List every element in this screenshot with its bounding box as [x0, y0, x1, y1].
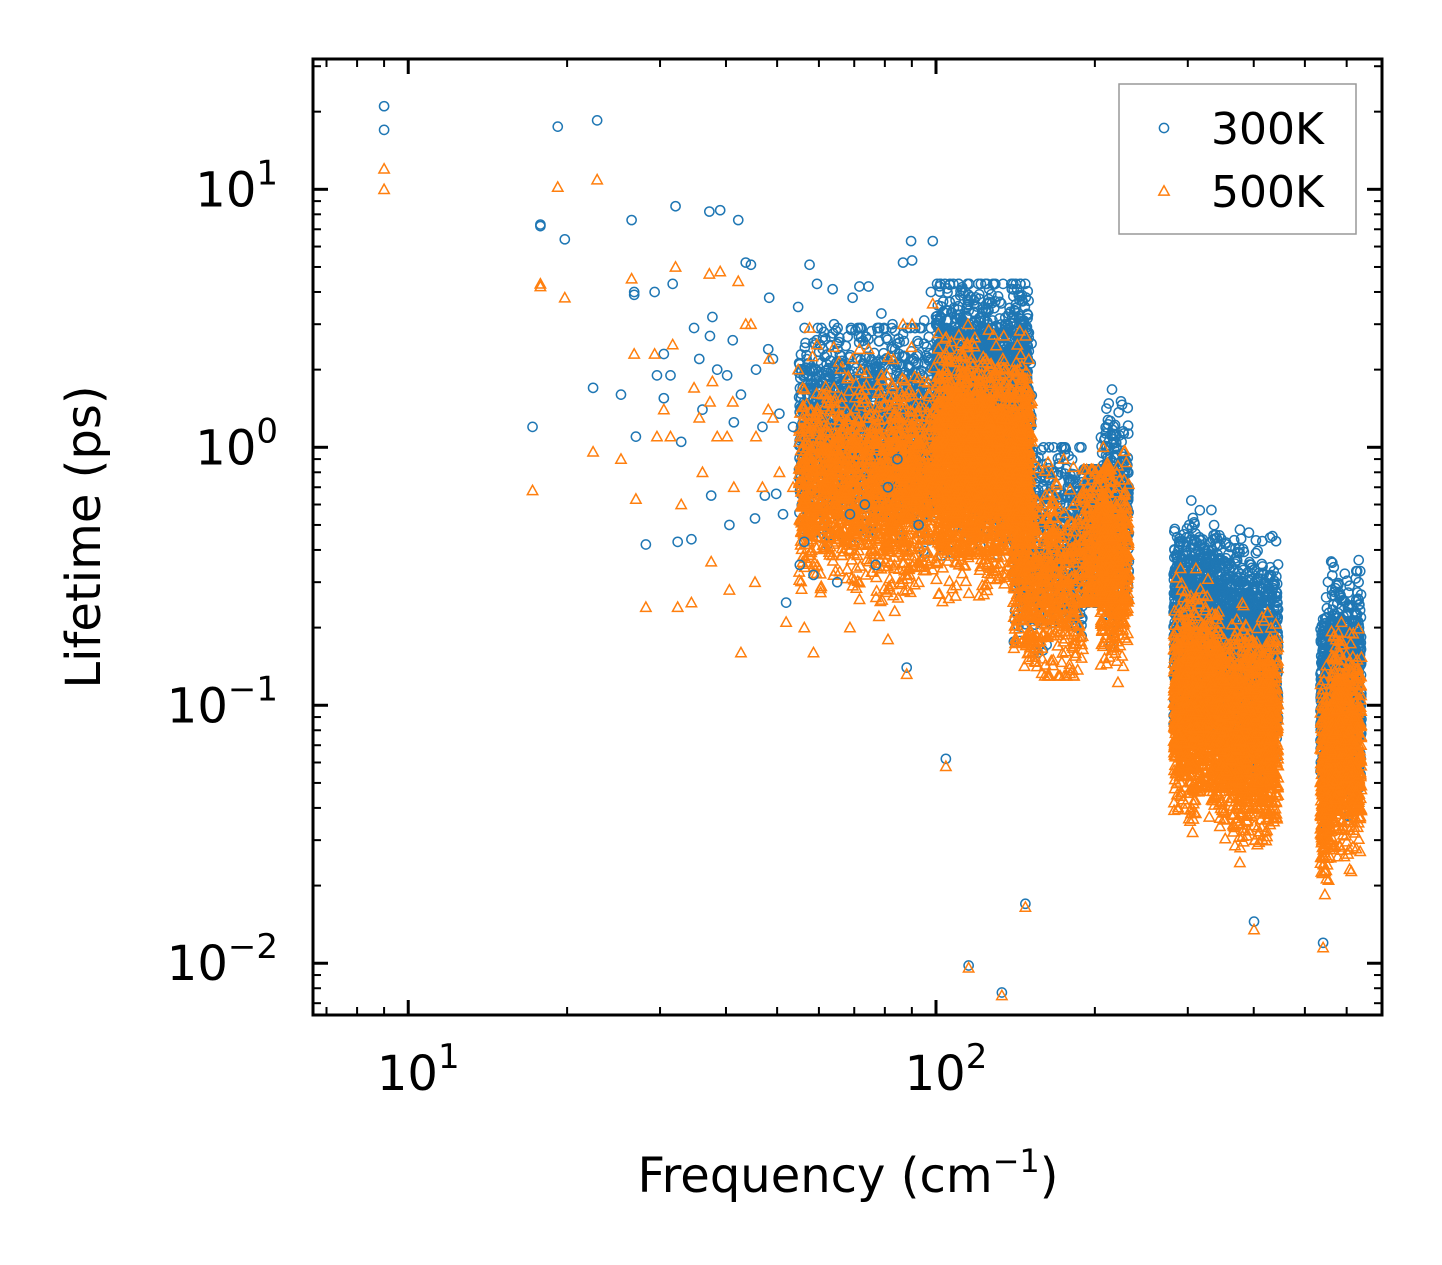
- data-point: [799, 342, 811, 354]
- scatter-points: [377, 100, 1368, 1001]
